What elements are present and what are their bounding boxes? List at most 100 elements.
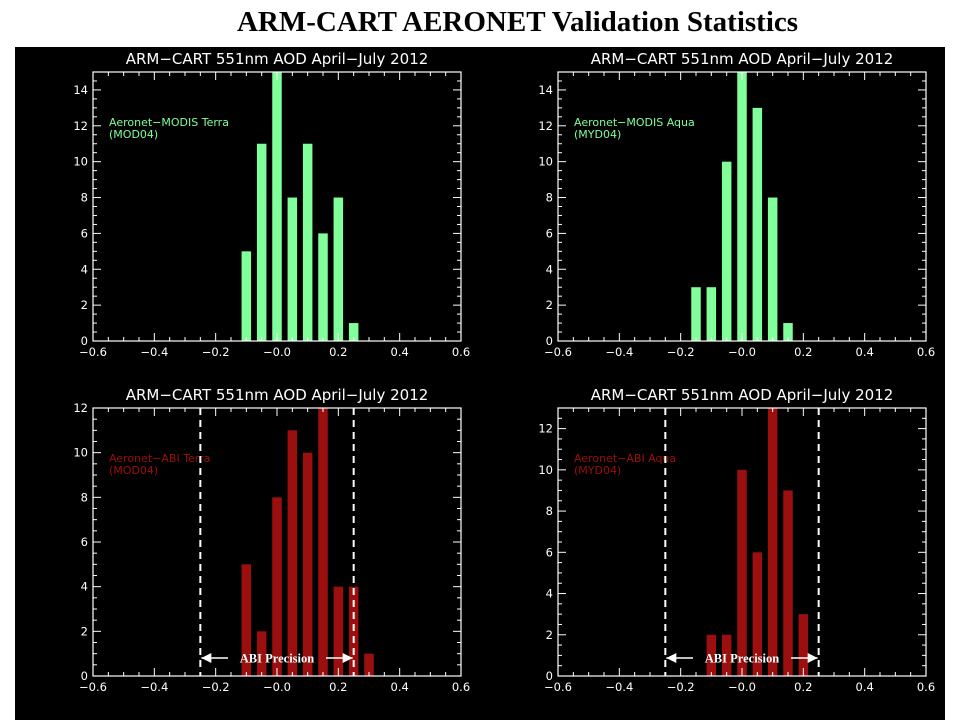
x-tick-label: 0.2 (329, 345, 347, 359)
histogram-bar (783, 490, 793, 676)
x-tick-label: 0.4 (391, 345, 409, 359)
histogram-bar (302, 143, 313, 341)
x-tick-label: 0.4 (856, 345, 874, 359)
precision-label: ABI Precision (240, 652, 314, 666)
histogram-panel-3: ARM−CART 551nm AOD April−July 2012 −0.6 −0… (73, 386, 470, 694)
y-tick-label: 4 (81, 580, 88, 594)
histogram-bar (348, 323, 359, 341)
histogram-bar (691, 287, 701, 341)
y-tick-label: 10 (73, 446, 88, 460)
histogram-bar (287, 197, 298, 341)
x-tick-label: −0.0 (263, 680, 291, 694)
x-tick-label: 0.6 (917, 680, 935, 694)
histogram-bar (318, 408, 328, 676)
histogram-bar (737, 72, 747, 341)
y-tick-label: 0 (81, 334, 88, 348)
x-tick-label: 0.2 (794, 345, 812, 359)
x-tick-label: 0.6 (917, 345, 935, 359)
x-tick-label: 0.6 (452, 345, 470, 359)
y-tick-label: 8 (546, 504, 553, 518)
y-tick-label: 4 (546, 587, 553, 601)
y-tick-label: 10 (538, 463, 553, 477)
x-tick-label: −0.4 (140, 680, 168, 694)
y-tick-label: 6 (546, 226, 553, 240)
x-tick-label: −0.6 (79, 680, 107, 694)
y-tick-label: 12 (538, 422, 553, 436)
histogram-bar (287, 430, 298, 676)
page-title: ARM-CART AERONET Validation Statistics (236, 6, 799, 38)
arrowhead-left-icon (201, 653, 212, 663)
y-tick-label: 0 (546, 334, 553, 348)
histogram-bar (721, 634, 732, 676)
legend-entry: Aeronet−MODIS Aqua (574, 116, 695, 129)
histogram-bar (241, 564, 252, 676)
legend-entry: Aeronet−ABI Terra (109, 452, 210, 465)
y-tick-label: 4 (81, 262, 88, 276)
chart-title: ARM−CART 551nm AOD April−July 2012 (591, 386, 894, 404)
histogram-bar (721, 161, 732, 341)
y-tick-label: 4 (546, 262, 553, 276)
y-tick-label: 14 (538, 83, 553, 97)
histogram-bar (752, 107, 763, 341)
legend-entry: Aeronet−ABI Aqua (574, 452, 676, 465)
y-tick-label: 8 (81, 191, 88, 205)
histogram-panel-4: ARM−CART 551nm AOD April−July 2012 −0.6 −0… (538, 386, 935, 694)
arrowhead-left-icon (666, 653, 677, 663)
y-tick-label: 10 (73, 155, 88, 169)
histogram-bar (767, 197, 778, 341)
legend-entry: Aeronet−MODIS Terra (109, 116, 229, 129)
legend-entry: (MYD04) (574, 464, 621, 477)
histogram-bar (348, 586, 359, 676)
y-tick-label: 2 (546, 298, 553, 312)
histogram-bar (364, 653, 374, 676)
y-tick-label: 2 (546, 628, 553, 642)
x-tick-label: −0.0 (728, 680, 756, 694)
histogram-bar (798, 614, 809, 676)
x-tick-label: −0.2 (202, 680, 230, 694)
arrowhead-right-icon (807, 653, 818, 663)
histogram-bar (783, 323, 793, 341)
y-tick-label: 2 (81, 624, 88, 638)
legend-entry: (MOD04) (109, 128, 158, 141)
x-tick-label: −0.2 (667, 680, 695, 694)
y-tick-label: 0 (546, 669, 553, 683)
arrowhead-right-icon (342, 653, 353, 663)
legend-entry: (MOD04) (109, 464, 158, 477)
legend-entry: (MYD04) (574, 128, 621, 141)
x-tick-label: 0.2 (329, 680, 347, 694)
histogram-bar (256, 631, 267, 676)
histogram-bar (318, 233, 328, 341)
y-tick-label: 14 (73, 83, 88, 97)
y-tick-label: 8 (81, 490, 88, 504)
x-tick-label: 0.4 (856, 680, 874, 694)
x-tick-label: 0.4 (391, 680, 409, 694)
x-tick-label: −0.4 (605, 680, 633, 694)
x-tick-label: −0.6 (544, 680, 572, 694)
x-tick-label: −0.4 (605, 345, 633, 359)
x-tick-label: 0.6 (452, 680, 470, 694)
histogram-bar (737, 469, 747, 676)
histogram-panel-2: ARM−CART 551nm AOD April−July 2012 −0.6 −0… (538, 50, 935, 359)
x-tick-label: −0.6 (544, 345, 572, 359)
precision-label: ABI Precision (705, 652, 779, 666)
y-tick-label: 10 (538, 155, 553, 169)
histogram-bar (256, 143, 267, 341)
histogram-bar (272, 72, 282, 341)
histogram-bar (302, 452, 313, 676)
histogram-bar (706, 634, 717, 676)
histogram-bar (767, 408, 778, 676)
y-tick-label: 6 (81, 226, 88, 240)
histogram-bar (752, 552, 763, 676)
chart-title: ARM−CART 551nm AOD April−July 2012 (126, 386, 429, 404)
chart-title: ARM−CART 551nm AOD April−July 2012 (126, 50, 429, 68)
y-tick-label: 12 (538, 119, 553, 133)
y-tick-label: 12 (73, 119, 88, 133)
histogram-bar (241, 251, 252, 341)
y-tick-label: 8 (546, 191, 553, 205)
histogram-bar (706, 287, 717, 341)
x-tick-label: −0.2 (667, 345, 695, 359)
x-tick-label: −0.0 (263, 345, 291, 359)
x-tick-label: −0.2 (202, 345, 230, 359)
y-tick-label: 0 (81, 669, 88, 683)
